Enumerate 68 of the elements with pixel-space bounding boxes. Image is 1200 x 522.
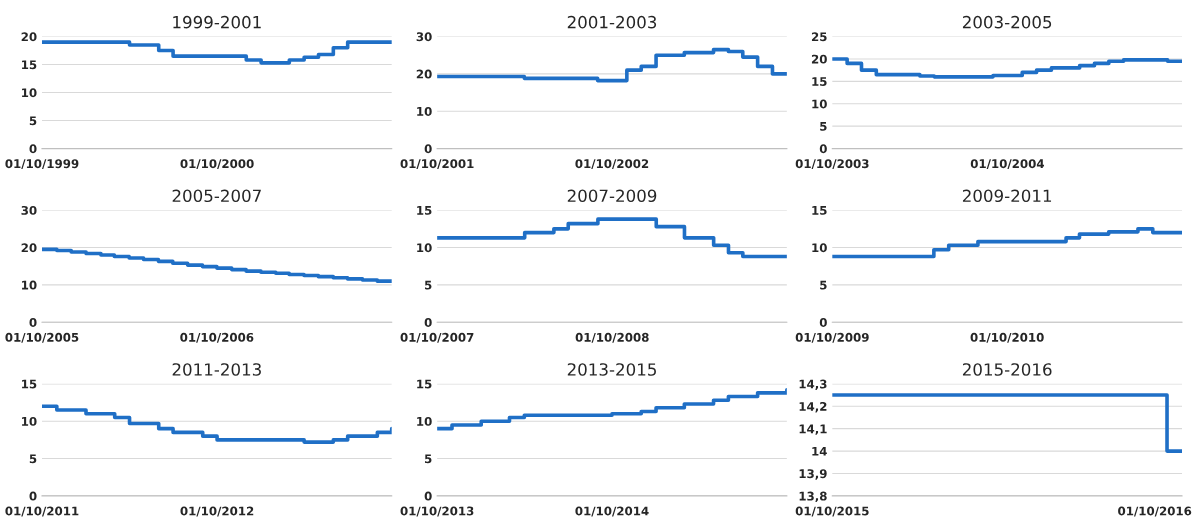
y-tick-label: 15 bbox=[22, 60, 37, 70]
chart-title: 2007-2009 bbox=[567, 189, 657, 203]
x-tick-label: 01/10/2003 bbox=[795, 159, 869, 170]
y-tick-label: 10 bbox=[812, 243, 827, 253]
x-tick-label: 01/10/2012 bbox=[180, 506, 254, 517]
y-tick-label: 20 bbox=[21, 32, 37, 42]
y-tick-label: 5 bbox=[29, 116, 37, 126]
x-tick-label: 01/10/2009 bbox=[795, 332, 869, 343]
y-tick-label: 14,2 bbox=[799, 401, 827, 413]
y-tick-label: 0 bbox=[29, 144, 37, 154]
y-tick-label: 5 bbox=[820, 280, 827, 290]
x-tick-label: 01/10/2010 bbox=[970, 332, 1044, 343]
x-tick-label: 01/10/2001 bbox=[400, 159, 474, 170]
y-tick-label: 0 bbox=[424, 144, 432, 154]
chart-title: 2003-2005 bbox=[962, 15, 1052, 29]
y-tick-label: 15 bbox=[417, 379, 432, 389]
x-tick-label: 01/10/2004 bbox=[970, 159, 1045, 170]
x-tick-label: 01/10/2011 bbox=[5, 506, 79, 517]
chart-title: 2009-2011 bbox=[962, 189, 1052, 203]
y-tick-label: 0 bbox=[819, 317, 827, 327]
y-tick-label: 10 bbox=[417, 243, 432, 253]
y-tick-label: 15 bbox=[22, 379, 37, 389]
x-tick-label: 01/10/2008 bbox=[575, 332, 649, 343]
x-tick-label: 01/10/2015 bbox=[795, 506, 869, 517]
chart-title: 2013-2015 bbox=[567, 363, 656, 376]
y-tick-label: 20 bbox=[21, 243, 37, 253]
y-tick-label: 30 bbox=[21, 205, 37, 215]
y-tick-label: 20 bbox=[811, 54, 827, 64]
y-tick-label: 0 bbox=[29, 491, 37, 501]
chart-title: 2011-2013 bbox=[172, 363, 261, 376]
x-tick-label: 01/10/2005 bbox=[5, 332, 79, 343]
y-tick-label: 10 bbox=[22, 280, 37, 290]
y-tick-label: 14 bbox=[812, 446, 827, 456]
y-tick-label: 14,3 bbox=[799, 379, 827, 391]
y-tick-label: 5 bbox=[820, 122, 827, 131]
chart-title: 2005-2007 bbox=[172, 189, 261, 203]
x-tick-label: 01/10/2014 bbox=[575, 506, 649, 517]
chart-title: 2001-2003 bbox=[567, 15, 657, 29]
x-tick-label: 01/10/2002 bbox=[575, 159, 649, 170]
y-tick-label: 0 bbox=[424, 317, 432, 327]
y-tick-label: 5 bbox=[424, 280, 432, 290]
x-tick-label: 01/10/2013 bbox=[400, 506, 474, 517]
x-tick-label: 01/10/2007 bbox=[400, 332, 474, 343]
y-tick-label: 10 bbox=[417, 106, 432, 116]
y-tick-label: 10 bbox=[22, 88, 37, 98]
y-tick-label: 5 bbox=[424, 454, 432, 464]
y-tick-label: 15 bbox=[812, 206, 827, 215]
x-tick-label: 01/10/2006 bbox=[180, 332, 254, 343]
chart-title: 2015-2016 bbox=[962, 363, 1052, 376]
y-tick-label: 0 bbox=[819, 144, 827, 154]
y-tick-label: 13,9 bbox=[799, 469, 827, 480]
y-tick-label: 25 bbox=[811, 32, 827, 42]
chart-title: 1999-2001 bbox=[173, 15, 261, 29]
y-tick-label: 10 bbox=[812, 99, 827, 109]
y-tick-label: 30 bbox=[416, 32, 432, 42]
x-tick-label: 01/10/1999 bbox=[5, 159, 79, 170]
y-tick-label: 15 bbox=[417, 206, 432, 215]
x-tick-label: 01/10/2016 bbox=[1118, 506, 1192, 517]
y-tick-label: 5 bbox=[29, 454, 37, 464]
y-tick-label: 0 bbox=[424, 491, 432, 501]
y-tick-label: 10 bbox=[22, 416, 37, 426]
x-tick-label: 01/10/2000 bbox=[180, 159, 254, 170]
y-tick-label: 0 bbox=[29, 317, 37, 327]
y-tick-label: 14,1 bbox=[799, 424, 827, 435]
y-tick-label: 15 bbox=[812, 77, 827, 87]
y-tick-label: 10 bbox=[417, 416, 432, 426]
y-tick-label: 13,8 bbox=[799, 491, 827, 503]
y-tick-label: 20 bbox=[416, 69, 432, 79]
